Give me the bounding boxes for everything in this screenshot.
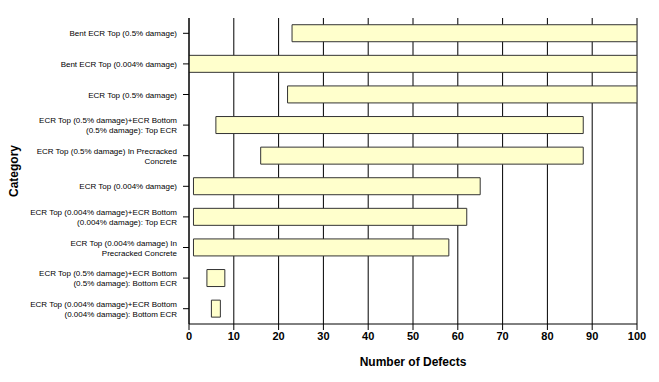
svg-text:ECR Top (0.004% damage)+ECR Bo: ECR Top (0.004% damage)+ECR Bottom(0.004… <box>30 300 177 319</box>
svg-text:Bent ECR Top (0.5% damage): Bent ECR Top (0.5% damage) <box>70 29 178 38</box>
svg-text:Bent ECR Top (0.004% damage): Bent ECR Top (0.004% damage) <box>61 60 178 69</box>
svg-text:30: 30 <box>317 330 329 342</box>
svg-text:0: 0 <box>186 330 192 342</box>
svg-text:Number of Defects: Number of Defects <box>360 355 467 369</box>
svg-text:40: 40 <box>362 330 374 342</box>
svg-text:10: 10 <box>228 330 240 342</box>
svg-text:ECR Top (0.5% damage)+ECR Bott: ECR Top (0.5% damage)+ECR Bottom(0.5% da… <box>39 269 177 288</box>
svg-text:Category: Category <box>8 145 21 197</box>
svg-text:70: 70 <box>496 330 508 342</box>
svg-text:100: 100 <box>628 330 646 342</box>
svg-text:ECR Top (0.5% damage): ECR Top (0.5% damage) <box>88 91 177 100</box>
svg-text:90: 90 <box>586 330 598 342</box>
svg-text:ECR Top (0.5% damage)+ECR Bott: ECR Top (0.5% damage)+ECR Bottom(0.5% da… <box>39 116 177 135</box>
svg-text:ECR Top (0.004% damage): ECR Top (0.004% damage) <box>79 182 177 191</box>
svg-text:ECR Top (0.5% damage) In Precr: ECR Top (0.5% damage) In PrecrackedConcr… <box>37 147 178 166</box>
svg-text:80: 80 <box>541 330 553 342</box>
svg-text:60: 60 <box>452 330 464 342</box>
svg-text:20: 20 <box>272 330 284 342</box>
svg-text:ECR Top (0.004% damage)+ECR Bo: ECR Top (0.004% damage)+ECR Bottom(0.004… <box>30 208 177 227</box>
svg-text:50: 50 <box>407 330 419 342</box>
svg-text:ECR Top (0.004% damage) InPrec: ECR Top (0.004% damage) InPrecracked Con… <box>70 239 177 258</box>
